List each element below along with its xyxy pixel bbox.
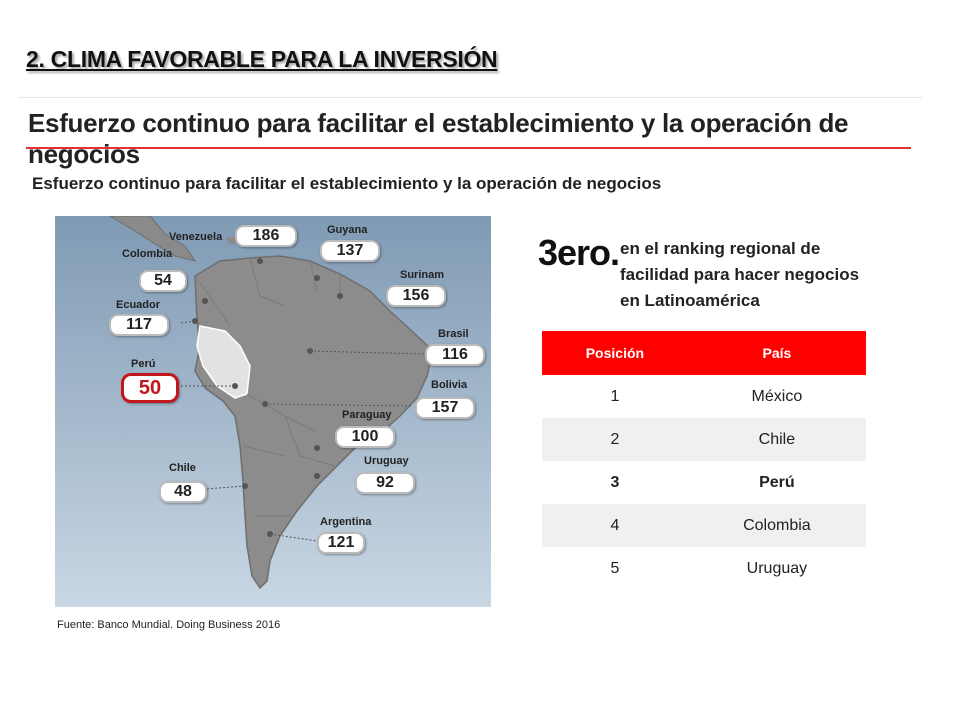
top-divider (18, 97, 922, 98)
country-value-chile: 48 (159, 481, 207, 503)
row-country: Perú (759, 473, 795, 491)
leader-lines (179, 320, 426, 542)
country-value-uruguay: 92 (355, 472, 415, 494)
country-value-venezuela: 186 (235, 225, 297, 247)
country-value-bolivia: 157 (415, 397, 475, 419)
row-country: Uruguay (746, 559, 808, 577)
continent-landmass (194, 255, 434, 590)
header-position: Posición (542, 331, 688, 375)
country-value-colombia: 54 (139, 270, 187, 292)
country-label-ecuador: Ecuador (116, 299, 161, 311)
country-label-brasil: Brasil (438, 328, 469, 340)
row-country: México (751, 387, 803, 405)
table-row-highlight: 3 Perú (542, 461, 866, 504)
country-value-ecuador: 117 (109, 314, 169, 336)
country-label-bolivia: Bolivia (431, 379, 468, 391)
table-row: 2 Chile (542, 418, 866, 461)
country-label-guyana: Guyana (327, 224, 368, 236)
row-position: 3 (610, 473, 620, 491)
country-label-argentina: Argentina (320, 516, 372, 528)
table-header-row: Posición País (542, 331, 866, 375)
slide-title: 2. CLIMA FAVORABLE PARA LA INVERSIÓN (26, 46, 498, 72)
country-label-uruguay: Uruguay (364, 455, 409, 467)
subheading: Esfuerzo continuo para facilitar el esta… (32, 174, 662, 193)
country-value-argentina: 121 (317, 532, 365, 554)
country-label-surinam: Surinam (400, 269, 445, 281)
row-position: 2 (542, 418, 688, 461)
table-row: 1 México (542, 375, 866, 418)
table-row: 5 Uruguay (542, 547, 866, 590)
table-row: 4 Colombia (542, 504, 866, 547)
row-position: 5 (610, 559, 620, 577)
rank-description: en el ranking regional de facilidad para… (620, 239, 860, 310)
source-note: Fuente: Banco Mundial. Doing Business 20… (57, 619, 281, 631)
ranking-table: Posición País 1 México 2 Chile 3 Perú 4 … (542, 331, 866, 590)
country-label-paraguay: Paraguay (342, 409, 392, 421)
row-country: Colombia (687, 504, 866, 547)
row-position: 1 (610, 387, 620, 405)
red-divider (26, 147, 911, 149)
main-heading: Esfuerzo continuo para facilitar el esta… (28, 108, 849, 169)
country-value-guyana: 137 (320, 240, 380, 262)
row-position: 4 (542, 504, 688, 547)
country-label-venezuela: Venezuela (169, 231, 223, 243)
country-label-peru: Perú (131, 358, 156, 370)
header-country: País (687, 331, 866, 375)
peru-highlight (196, 325, 251, 399)
country-value-surinam: 156 (386, 285, 446, 307)
country-value-paraguay: 100 (335, 426, 395, 448)
rank-position: 3ero. (538, 232, 620, 273)
borders (194, 257, 341, 517)
country-value-peru: 50 (121, 373, 179, 403)
country-value-brasil: 116 (425, 344, 485, 366)
country-label-chile: Chile (169, 462, 196, 474)
country-label-colombia: Colombia (122, 248, 173, 260)
central-america-landmass (108, 215, 197, 262)
south-america-map: Venezuela 186 Guyana 137 Colombia 54 Sur… (55, 215, 491, 607)
row-country: Chile (687, 418, 866, 461)
